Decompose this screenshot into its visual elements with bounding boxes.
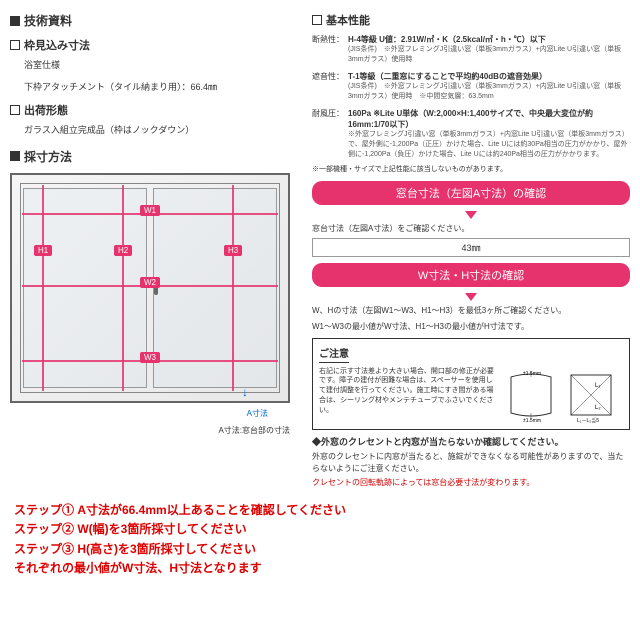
label-w2: W2 [140, 277, 160, 288]
window-diagram: W1 W2 W3 H1 H2 H3 ↓ A寸法 [10, 173, 290, 403]
spec-note: ※外窓フレミングJ引違い窓（単板3mmガラス）+内窓Lite U引違い窓（単板3… [348, 130, 630, 159]
frame-title-text: 枠見込み寸法 [24, 37, 90, 53]
filled-box-icon [10, 151, 20, 161]
spec-val: H-4等級 U値：2.91W/㎡・K（2.5kcal/㎡・h・℃）以下 (JIS… [348, 34, 630, 65]
frame-sub1: 浴室仕様 [24, 59, 300, 73]
steps: ステップ① A寸法が66.4mm以上あることを確認してください ステップ② W(… [10, 501, 630, 578]
tech-title-text: 技術資料 [24, 12, 72, 29]
a-dim-label: A寸法 [247, 408, 268, 419]
spec-note: (JIS条件) ※外窓フレミングJ引違い窓（単板3mmガラス）+内窓Lite U… [348, 82, 630, 102]
bullet1-sub: 外窓のクレセントに内窓が当たると、施錠ができなくなる可能性がありますので、当たら… [312, 451, 630, 475]
pink-arrow-icon [465, 293, 477, 301]
ship-sub: ガラス入組立完成品（枠はノックダウン） [24, 124, 300, 138]
tech-title: 技術資料 [10, 12, 300, 29]
measure-h1-line [42, 185, 44, 391]
spec-row: 遮音性： T-1等級（二重窓にすることで平均約40dBの遮音効果） (JIS条件… [312, 71, 630, 102]
pink-bar-1: 窓台寸法（左図A寸法）の確認 [312, 181, 630, 205]
shape2-l1: L₁ [595, 383, 600, 389]
empty-box-icon [10, 40, 20, 50]
pink-bar-2: W寸法・H寸法の確認 [312, 263, 630, 287]
frame-sub2: 下枠アタッチメント（タイル納まり用）：66.4㎜ [24, 81, 300, 95]
basic-title-text: 基本性能 [326, 12, 370, 28]
specs-list: 断熱性： H-4等級 U値：2.91W/㎡・K（2.5kcal/㎡・h・℃）以下… [312, 34, 630, 159]
step-2: ステップ② W(幅)を3箇所採寸してください [14, 520, 630, 539]
spec-val: T-1等級（二重窓にすることで平均約40dBの遮音効果） (JIS条件) ※外窓… [348, 71, 630, 102]
label-h1: H1 [34, 245, 52, 256]
bullet2: クレセントの回転軌跡によっては窓台必要寸法が変わります。 [312, 477, 630, 489]
shape-square: L₁ L₂ L₁－L₂≦5 [563, 367, 619, 423]
pink-arrow-icon [465, 211, 477, 219]
shape2-diff: L₁－L₂≦5 [577, 417, 599, 423]
caution-title: ご注意 [319, 345, 349, 363]
label-w3: W3 [140, 352, 160, 363]
spec-row: 耐風圧： 160Pa ※Lite U単体（W:2,000×H:1,400サイズで… [312, 108, 630, 160]
ship-title: 出荷形態 [10, 102, 300, 118]
shape1-top-label: ±1.5mm [523, 371, 541, 377]
step-4: それぞれの最小値がW寸法、H寸法となります [14, 559, 630, 578]
label-w1: W1 [140, 205, 160, 216]
window-pane-right [153, 188, 277, 388]
spec-footnote: ※一部機種・サイズで上記性能に該当しないものがあります。 [312, 165, 630, 175]
measure-h2-line [122, 185, 124, 391]
label-h2: H2 [114, 245, 132, 256]
a-arrow-icon: ↓ [242, 385, 248, 399]
ship-title-text: 出荷形態 [24, 102, 68, 118]
step-1: ステップ① A寸法が66.4mm以上あることを確認してください [14, 501, 630, 520]
shape2-l2: L₂ [595, 405, 601, 411]
shape1-bot-label: ±1.5mm [523, 418, 541, 423]
basic-title: 基本性能 [312, 12, 630, 28]
empty-box-icon [10, 105, 20, 115]
caution-box: ご注意 右記に示す寸法差より大きい場合、開口部の修正が必要です。障子の建付が困難… [312, 338, 630, 430]
pink2-text1: W、Hの寸法（左図W1～W3、H1～H3）を最低3ヶ所ご確認ください。 [312, 305, 630, 316]
filled-box-icon [10, 16, 20, 26]
bullet-note-1: ◆外窓のクレセントと内窓が当たらないか確認してください。 外窓のクレセントに内窓… [312, 436, 630, 490]
spec-val: 160Pa ※Lite U単体（W:2,000×H:1,400サイズで、中央最大… [348, 108, 630, 160]
shape-diagrams: ±1.5mm ±1.5mm L₁ [503, 367, 623, 423]
measure-h3-line [232, 185, 234, 391]
pink2-text2: W1～W3の最小値がW寸法、H1～H3の最小値がH寸法です。 [312, 321, 630, 332]
spec-label: 遮音性： [312, 71, 348, 102]
spec-main: T-1等級（二重窓にすることで平均約40dBの遮音効果） [348, 71, 630, 82]
dimension-input[interactable]: 43㎜ [312, 238, 630, 257]
spec-note: (JIS条件) ※外窓フレミングJ引違い窓（単板3mmガラス）+内窓Lite U… [348, 45, 630, 65]
pink1-text: 窓台寸法（左図A寸法）をご確認ください。 [312, 223, 630, 234]
step-3: ステップ③ H(高さ)を3箇所採寸してください [14, 540, 630, 559]
spec-main: 160Pa ※Lite U単体（W:2,000×H:1,400サイズで、中央最大… [348, 108, 630, 130]
shape-barrel: ±1.5mm ±1.5mm [503, 367, 559, 423]
label-h3: H3 [224, 245, 242, 256]
spec-label: 耐風圧： [312, 108, 348, 160]
measure-title: 採寸方法 [10, 148, 300, 165]
spec-main: H-4等級 U値：2.91W/㎡・K（2.5kcal/㎡・h・℃）以下 [348, 34, 630, 45]
frame-title: 枠見込み寸法 [10, 37, 300, 53]
measure-title-text: 採寸方法 [24, 148, 72, 165]
empty-box-icon [312, 15, 322, 25]
caution-text: 右記に示す寸法差より大きい場合、開口部の修正が必要です。障子の建付が困難な場合は… [319, 367, 497, 423]
diagram-caption: A寸法:窓台部の寸法 [10, 425, 300, 436]
bullet1-title: ◆外窓のクレセントと内窓が当たらないか確認してください。 [312, 437, 563, 447]
spec-row: 断熱性： H-4等級 U値：2.91W/㎡・K（2.5kcal/㎡・h・℃）以下… [312, 34, 630, 65]
spec-label: 断熱性： [312, 34, 348, 65]
